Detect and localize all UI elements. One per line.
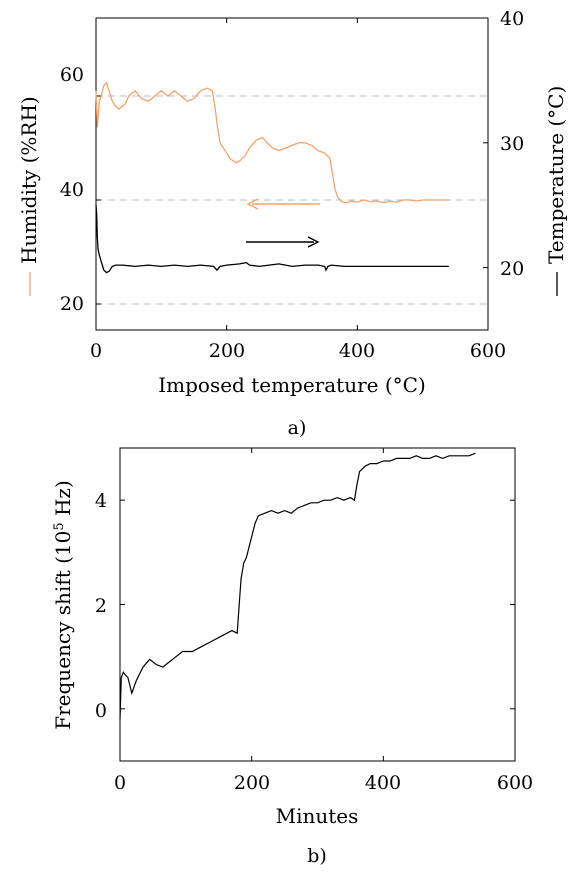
- b-plot-frame: [119, 447, 516, 762]
- a-y-right-tick-label: 40: [500, 8, 524, 30]
- temperature-direction-arrow: [246, 236, 320, 248]
- a-y-right-tick-label: 30: [500, 133, 524, 155]
- panel-b: 0 200 400 600 0 2 4 Minutes Frequency sh…: [51, 447, 533, 867]
- a-y-right-axis-label: Temperature (°C): [544, 86, 568, 264]
- a-y-left-axis-label: Humidity (%RH): [17, 96, 41, 264]
- b-y-tick-label: 2: [95, 595, 107, 617]
- b-x-tick-label: 200: [234, 772, 270, 794]
- a-x-tick-label: 0: [90, 340, 102, 362]
- a-y-right-axis-label-group: Temperature (°C): [544, 86, 568, 296]
- b-y-axis-label: Frequency shift (105 Hz): [51, 480, 75, 730]
- b-panel-caption: b): [307, 845, 327, 867]
- b-x-tick-label: 400: [365, 772, 401, 794]
- b-y-tick-label: 0: [95, 700, 107, 722]
- a-panel-caption: a): [288, 417, 307, 439]
- a-x-tick-label: 400: [339, 340, 375, 362]
- a-y-right-tick-label: 20: [500, 258, 524, 280]
- b-y-axis-label-exponent: 5: [52, 522, 67, 530]
- b-x-tick-label: 0: [114, 772, 126, 794]
- a-ticks: [95, 17, 489, 330]
- a-y-left-tick-label: 60: [60, 64, 84, 86]
- a-x-tick-label: 200: [209, 340, 245, 362]
- b-x-axis-label: Minutes: [276, 804, 359, 828]
- a-x-axis-label: Imposed temperature (°C): [158, 373, 426, 397]
- a-y-left-axis-label-group: Humidity (%RH): [17, 96, 41, 296]
- b-ticks: [119, 448, 516, 761]
- frequency-shift-series-line: [119, 452, 476, 720]
- a-plot-frame: [95, 17, 489, 331]
- b-y-tick-label: 4: [95, 490, 107, 512]
- humidity-direction-arrow: [246, 198, 320, 210]
- a-y-left-tick-label: 20: [60, 293, 84, 315]
- b-x-tick-label: 600: [497, 772, 533, 794]
- humidity-series-line: [95, 81, 449, 204]
- temperature-series-line: [95, 205, 449, 274]
- a-y-left-tick-label: 40: [60, 179, 84, 201]
- panel-a: 0 200 400 600 20 40 60 20 30 40 Imposed …: [17, 8, 568, 439]
- a-x-tick-label: 600: [470, 340, 506, 362]
